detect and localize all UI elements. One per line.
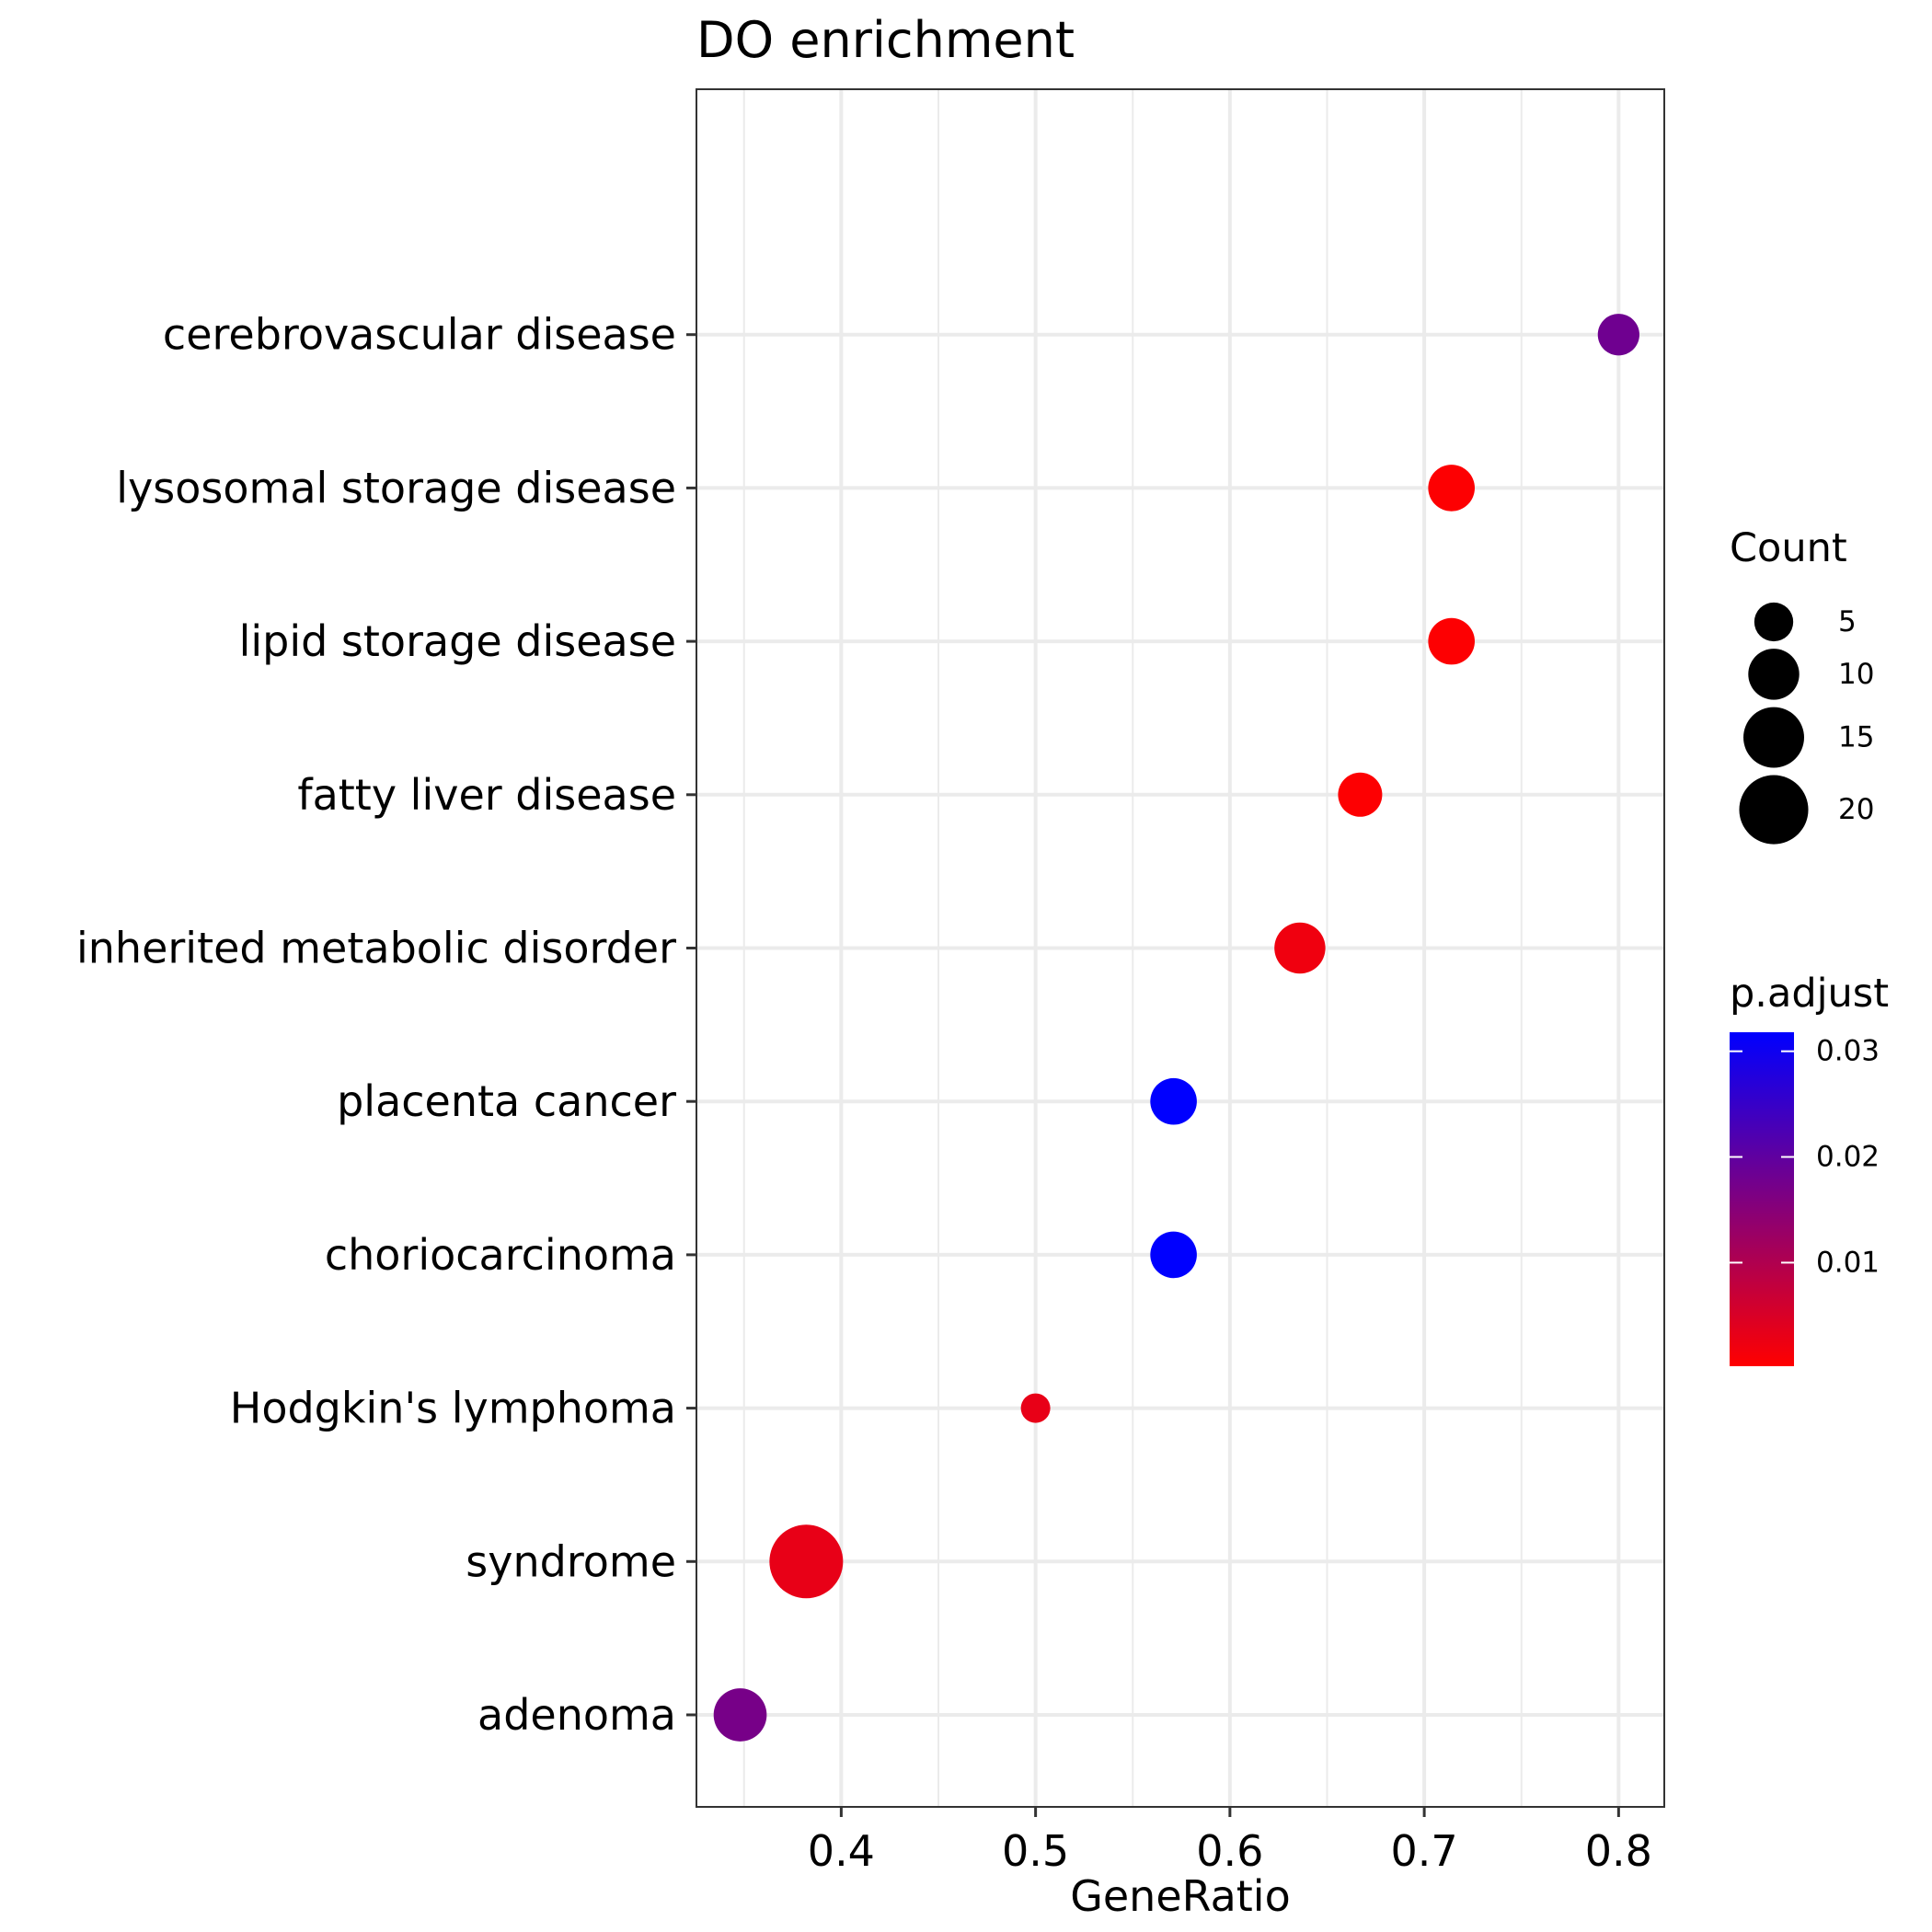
- count-legend-key-15: [1743, 707, 1804, 768]
- x-tick-label: 0.6: [1196, 1826, 1263, 1876]
- x-tick-label: 0.8: [1585, 1826, 1652, 1876]
- x-axis: 0.4 0.5 0.6 0.7 0.8: [808, 1807, 1652, 1876]
- count-legend-label: 20: [1838, 793, 1874, 826]
- y-tick-label-fatty-liver-disease: fatty liver disease: [297, 770, 676, 820]
- count-legend-label: 15: [1838, 721, 1874, 754]
- point-cerebrovascular-disease: [1597, 314, 1639, 356]
- count-legend-key-20: [1739, 775, 1809, 845]
- y-tick-label-syndrome: syndrome: [466, 1536, 676, 1586]
- y-tick-label-adenoma: adenoma: [477, 1690, 676, 1740]
- y-tick-label-cerebrovascular-disease: cerebrovascular disease: [163, 310, 676, 360]
- point-placenta-cancer: [1150, 1077, 1197, 1125]
- x-tick-label: 0.5: [1002, 1826, 1069, 1876]
- data-points: [713, 314, 1639, 1742]
- x-axis-title: GeneRatio: [1070, 1871, 1291, 1921]
- point-inherited-metabolic-disorder: [1274, 922, 1326, 974]
- y-tick-label-lysosomal-storage-disease: lysosomal storage disease: [116, 463, 676, 512]
- count-legend-key-5: [1754, 602, 1794, 642]
- y-tick-label-choriocarcinoma: choriocarcinoma: [325, 1230, 676, 1280]
- count-legend: Count 5 10 15 20: [1730, 525, 1874, 845]
- point-lysosomal-storage-disease: [1428, 465, 1475, 512]
- x-tick-label: 0.4: [808, 1826, 875, 1876]
- x-tick-label: 0.7: [1391, 1826, 1458, 1876]
- point-lipid-storage-disease: [1428, 617, 1475, 665]
- y-tick-label-placenta-cancer: placenta cancer: [337, 1076, 676, 1126]
- count-legend-label: 5: [1838, 605, 1857, 638]
- point-choriocarcinoma: [1150, 1231, 1197, 1279]
- y-tick-label-lipid-storage-disease: lipid storage disease: [239, 616, 676, 666]
- count-legend-key-10: [1748, 649, 1800, 700]
- point-fatty-liver-disease: [1338, 772, 1383, 817]
- point-adenoma: [713, 1688, 767, 1742]
- y-axis: adenoma syndrome Hodgkin's lymphoma chorioc…: [76, 310, 696, 1740]
- p-adjust-legend-title: p.adjust: [1730, 971, 1889, 1017]
- p-adjust-colorbar: [1730, 1032, 1794, 1366]
- chart-title: DO enrichment: [696, 11, 1075, 69]
- y-tick-label-hodgkin-s-lymphoma: Hodgkin's lymphoma: [230, 1384, 676, 1433]
- point-syndrome: [769, 1524, 844, 1599]
- p-adjust-legend-label: 0.01: [1816, 1246, 1880, 1279]
- y-tick-label-inherited-metabolic-disorder: inherited metabolic disorder: [76, 924, 676, 973]
- p-adjust-legend-label: 0.03: [1816, 1035, 1880, 1068]
- point-hodgkin-s-lymphoma: [1020, 1393, 1051, 1423]
- count-legend-label: 10: [1838, 658, 1874, 691]
- p-adjust-legend: p.adjust 0.01 0.02 0.03: [1730, 971, 1889, 1366]
- count-legend-title: Count: [1730, 525, 1847, 571]
- p-adjust-legend-label: 0.02: [1816, 1141, 1880, 1174]
